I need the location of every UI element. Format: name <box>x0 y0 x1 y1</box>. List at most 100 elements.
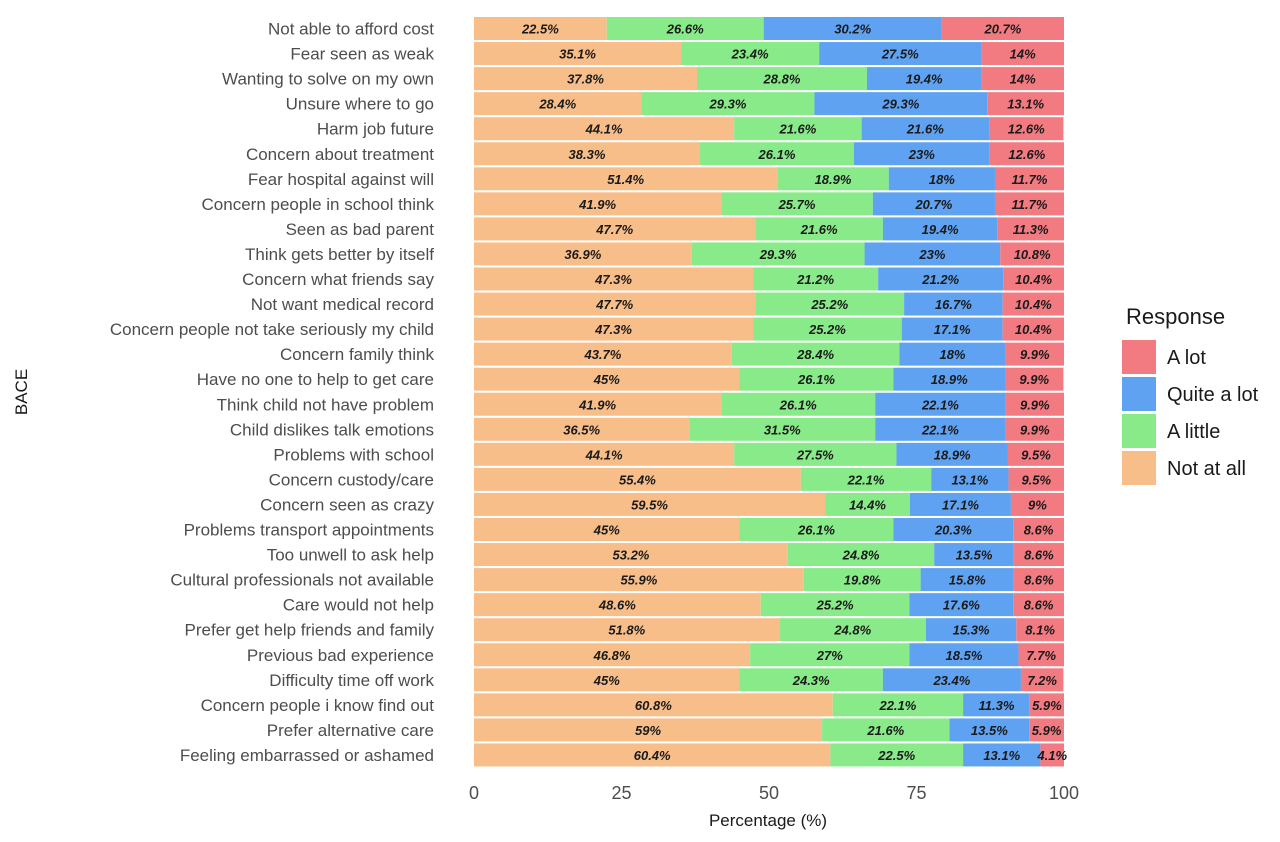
data-label-quite-a-lot-concern-people-i-know-find-out: 11.3% <box>978 698 1014 713</box>
category-label-not-want-medical-record: Not want medical record <box>251 295 434 314</box>
bar-a-lot-concern-about-treatment <box>989 142 1064 166</box>
bar-a-little-concern-custody-care <box>800 467 932 491</box>
data-label-a-little-not-want-medical-record: 25.2% <box>810 297 848 312</box>
category-label-prefer-get-help-friends-and-family: Prefer get help friends and family <box>185 621 435 640</box>
data-label-quite-a-lot-difficulty-time-off-work: 23.4% <box>932 673 970 688</box>
data-label-a-lot-not-able-to-afford-cost: 20.7% <box>983 22 1021 37</box>
data-label-a-little-problems-transport-appointments: 26.1% <box>797 523 835 538</box>
category-label-think-child-not-have-problem: Think child not have problem <box>217 395 434 414</box>
bar-a-little-problems-transport-appointments <box>739 518 894 541</box>
bar-a-little-previous-bad-experience <box>750 643 910 667</box>
category-label-not-able-to-afford-cost: Not able to afford cost <box>268 20 434 39</box>
bar-a-lot-not-want-medical-record <box>1002 292 1064 316</box>
bar-quite-a-lot-not-want-medical-record <box>904 292 1003 316</box>
data-label-a-little-harm-job-future: 21.6% <box>778 122 816 137</box>
bar-a-little-cultural-professionals-not-available <box>803 568 921 592</box>
legend-swatch-quite-a-lot <box>1122 377 1156 411</box>
category-label-concern-what-friends-say: Concern what friends say <box>242 270 434 289</box>
data-label-a-little-think-child-not-have-problem: 26.1% <box>779 397 817 412</box>
data-label-not-at-all-previous-bad-experience: 46.8% <box>593 648 631 663</box>
data-label-a-lot-concern-people-i-know-find-out: 5.9% <box>1032 698 1062 713</box>
data-label-not-at-all-wanting-to-solve-on-my-own: 37.8% <box>567 72 604 87</box>
data-label-quite-a-lot-not-want-medical-record: 16.7% <box>935 297 972 312</box>
data-label-a-lot-have-no-one-to-help-to-get-care: 9.9% <box>1019 372 1049 387</box>
bar-quite-a-lot-prefer-alternative-care <box>949 718 1030 742</box>
x-tick-label-75: 75 <box>906 783 926 803</box>
data-label-quite-a-lot-prefer-get-help-friends-and-family: 15.3% <box>953 623 990 638</box>
bar-not-at-all-fear-hospital-against-will <box>474 167 778 191</box>
data-label-quite-a-lot-previous-bad-experience: 18.5% <box>946 648 983 663</box>
data-label-not-at-all-concern-people-not-take-seriously-my-child: 47.3% <box>594 322 632 337</box>
bar-not-at-all-concern-custody-care <box>474 467 801 491</box>
data-label-quite-a-lot-harm-job-future: 21.6% <box>906 122 944 137</box>
data-label-a-lot-fear-hospital-against-will: 11.7% <box>1012 172 1048 187</box>
data-label-a-lot-think-gets-better-by-itself: 10.8% <box>1014 247 1051 262</box>
bar-not-at-all-care-would-not-help <box>474 593 761 617</box>
data-label-not-at-all-fear-hospital-against-will: 51.4% <box>607 172 644 187</box>
data-label-not-at-all-child-dislikes-talk-emotions: 36.5% <box>563 422 600 437</box>
data-label-a-little-wanting-to-solve-on-my-own: 28.8% <box>763 72 801 87</box>
bar-a-little-not-able-to-afford-cost <box>606 17 764 40</box>
category-label-problems-with-school: Problems with school <box>273 445 434 464</box>
bar-a-little-fear-seen-as-weak <box>681 42 820 66</box>
data-label-quite-a-lot-child-dislikes-talk-emotions: 22.1% <box>921 422 959 437</box>
bar-a-little-concern-people-not-take-seriously-my-child <box>753 317 902 341</box>
bar-not-at-all-fear-seen-as-weak <box>474 42 682 66</box>
bar-quite-a-lot-concern-custody-care <box>931 467 1009 491</box>
bar-a-lot-not-able-to-afford-cost <box>941 17 1064 40</box>
data-label-not-at-all-concern-about-treatment: 38.3% <box>569 147 606 162</box>
data-label-a-lot-concern-people-in-school-think: 11.7% <box>1012 197 1048 212</box>
bar-not-at-all-think-gets-better-by-itself <box>474 242 692 266</box>
x-tick-label-0: 0 <box>469 783 479 803</box>
bar-quite-a-lot-harm-job-future <box>861 117 990 141</box>
data-label-quite-a-lot-cultural-professionals-not-available: 15.8% <box>949 573 986 588</box>
bar-quite-a-lot-seen-as-bad-parent <box>882 217 998 241</box>
bar-a-little-concern-people-in-school-think <box>721 192 873 216</box>
data-label-a-little-prefer-alternative-care: 21.6% <box>866 723 904 738</box>
bar-a-lot-seen-as-bad-parent <box>997 217 1064 241</box>
data-label-a-lot-difficulty-time-off-work: 7.2% <box>1027 673 1057 688</box>
data-label-not-at-all-difficulty-time-off-work: 45% <box>593 673 620 688</box>
bar-not-at-all-concern-people-in-school-think <box>474 192 722 216</box>
bar-a-little-wanting-to-solve-on-my-own <box>697 67 867 91</box>
data-label-a-lot-prefer-alternative-care: 5.9% <box>1032 723 1062 738</box>
category-label-fear-seen-as-weak: Fear seen as weak <box>290 45 434 64</box>
data-label-a-little-cultural-professionals-not-available: 19.8% <box>844 573 881 588</box>
data-label-quite-a-lot-concern-people-in-school-think: 20.7% <box>914 197 952 212</box>
data-label-not-at-all-have-no-one-to-help-to-get-care: 45% <box>593 372 620 387</box>
data-label-quite-a-lot-wanting-to-solve-on-my-own: 19.4% <box>906 72 943 87</box>
data-label-not-at-all-think-gets-better-by-itself: 36.9% <box>564 247 601 262</box>
data-label-not-at-all-concern-seen-as-crazy: 59.5% <box>631 497 668 512</box>
bar-quite-a-lot-prefer-get-help-friends-and-family <box>925 618 1017 642</box>
data-label-quite-a-lot-care-would-not-help: 17.6% <box>943 598 980 613</box>
bar-quite-a-lot-care-would-not-help <box>909 593 1014 617</box>
data-label-quite-a-lot-concern-people-not-take-seriously-my-child: 17.1% <box>934 322 971 337</box>
bar-quite-a-lot-difficulty-time-off-work <box>882 668 1021 692</box>
bar-quite-a-lot-fear-seen-as-weak <box>819 42 982 66</box>
bar-a-little-too-unwell-to-ask-help <box>787 543 935 567</box>
data-label-a-little-care-would-not-help: 25.2% <box>816 598 854 613</box>
data-label-a-lot-fear-seen-as-weak: 14% <box>1010 47 1036 62</box>
bar-not-at-all-concern-people-i-know-find-out <box>474 693 833 717</box>
bar-not-at-all-difficulty-time-off-work <box>474 668 740 692</box>
bar-a-little-have-no-one-to-help-to-get-care <box>739 367 894 391</box>
bar-not-at-all-not-able-to-afford-cost <box>474 17 607 40</box>
bar-a-little-concern-what-friends-say <box>753 267 879 291</box>
data-label-a-lot-concern-what-friends-say: 10.4% <box>1015 272 1052 287</box>
data-label-quite-a-lot-concern-what-friends-say: 21.2% <box>921 272 959 287</box>
data-label-not-at-all-prefer-get-help-friends-and-family: 51.8% <box>608 623 645 638</box>
bar-a-lot-care-would-not-help <box>1013 593 1064 617</box>
data-label-not-at-all-concern-what-friends-say: 47.3% <box>594 272 632 287</box>
data-label-quite-a-lot-think-gets-better-by-itself: 23% <box>918 247 945 262</box>
bar-a-little-child-dislikes-talk-emotions <box>689 417 876 441</box>
bar-a-little-think-gets-better-by-itself <box>691 242 865 266</box>
bar-quite-a-lot-unsure-where-to-go <box>814 92 988 116</box>
bar-quite-a-lot-problems-with-school <box>896 442 1008 466</box>
bar-quite-a-lot-have-no-one-to-help-to-get-care <box>893 367 1005 391</box>
legend-swatch-not-at-all <box>1122 451 1156 485</box>
data-label-a-lot-previous-bad-experience: 7.7% <box>1026 648 1056 663</box>
category-label-concern-people-in-school-think: Concern people in school think <box>202 195 435 214</box>
data-label-a-lot-care-would-not-help: 8.6% <box>1024 598 1054 613</box>
bar-quite-a-lot-wanting-to-solve-on-my-own <box>866 67 982 91</box>
data-label-quite-a-lot-fear-hospital-against-will: 18% <box>929 172 955 187</box>
